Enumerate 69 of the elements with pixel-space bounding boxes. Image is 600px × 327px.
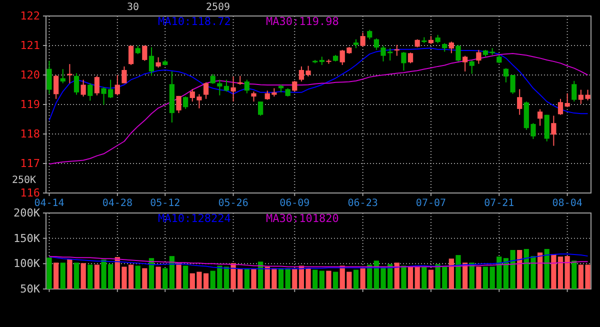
candlestick	[244, 79, 250, 94]
candlestick	[537, 108, 543, 126]
y-tick-label: 122	[20, 10, 40, 23]
candlestick	[551, 115, 556, 146]
y-tick-label: 119	[20, 98, 40, 112]
candlestick	[258, 101, 264, 116]
y-tick-label: 118	[20, 128, 40, 141]
candlestick	[564, 92, 570, 108]
candlestick	[544, 114, 550, 142]
y-tick-label: 100K	[14, 257, 40, 270]
x-tick-label: 07-21	[484, 198, 514, 210]
candlestick	[80, 79, 86, 98]
candlestick	[54, 74, 59, 100]
candlestick	[217, 79, 222, 96]
line-series	[48, 52, 588, 165]
candlestick	[230, 76, 236, 102]
text: 2509	[206, 2, 230, 13]
candlestick	[60, 68, 66, 84]
candlestick	[156, 56, 161, 68]
text: MA30:101820	[266, 212, 339, 225]
candlestick	[67, 64, 72, 84]
candlestick	[142, 45, 148, 62]
candlestick	[401, 51, 406, 72]
x-tick-label: 04-28	[102, 198, 132, 210]
candlestick	[176, 95, 182, 114]
candlestick	[251, 91, 256, 102]
candlestick	[183, 96, 188, 110]
candlestick	[456, 44, 461, 62]
text: MA10:118.72	[158, 15, 231, 28]
candlestick	[476, 49, 482, 64]
x-tick-label: 06-09	[280, 198, 310, 210]
candlestick	[94, 75, 100, 96]
candlestick	[374, 38, 379, 50]
x-tick-label: 05-12	[150, 198, 180, 210]
y-tick-label: 120	[20, 68, 40, 82]
x-tick-label: 06-23	[348, 198, 378, 210]
candlestick	[88, 82, 93, 102]
candlestick	[469, 60, 474, 74]
candlestick	[408, 52, 414, 64]
x-tick-label: 04-14	[34, 198, 64, 210]
candlestick	[448, 41, 454, 54]
x-tick-label: 08-04	[552, 198, 582, 210]
candlestick	[210, 74, 216, 84]
candlestick	[114, 74, 120, 96]
candlestick	[462, 55, 468, 72]
y-tick-label: 121	[20, 39, 40, 52]
candlestick	[517, 88, 522, 116]
candlestick	[128, 45, 134, 66]
candlestick	[203, 82, 209, 100]
text: 30	[126, 2, 140, 13]
candlestick	[558, 98, 564, 116]
candlestick	[367, 29, 372, 40]
y-tick-label: 116	[20, 186, 40, 200]
text: 250K	[12, 175, 36, 186]
candlestick	[148, 46, 154, 76]
candlestick	[572, 80, 577, 102]
x-tick-label: 05-26	[218, 198, 248, 210]
candlestick	[360, 32, 366, 48]
y-tick-label: 50K	[20, 282, 40, 296]
text: MA30:119.98	[266, 15, 339, 28]
candlestick	[122, 66, 127, 84]
y-tick-label: 117	[20, 157, 40, 170]
x-tick-label: 07-07	[416, 198, 446, 210]
candlestick	[74, 72, 80, 96]
y-tick-label: 150K	[14, 232, 40, 245]
text: MA10:128224	[158, 212, 232, 225]
candlestick	[292, 80, 298, 92]
candlestick	[224, 79, 230, 92]
y-tick-label: 200K	[14, 206, 40, 220]
